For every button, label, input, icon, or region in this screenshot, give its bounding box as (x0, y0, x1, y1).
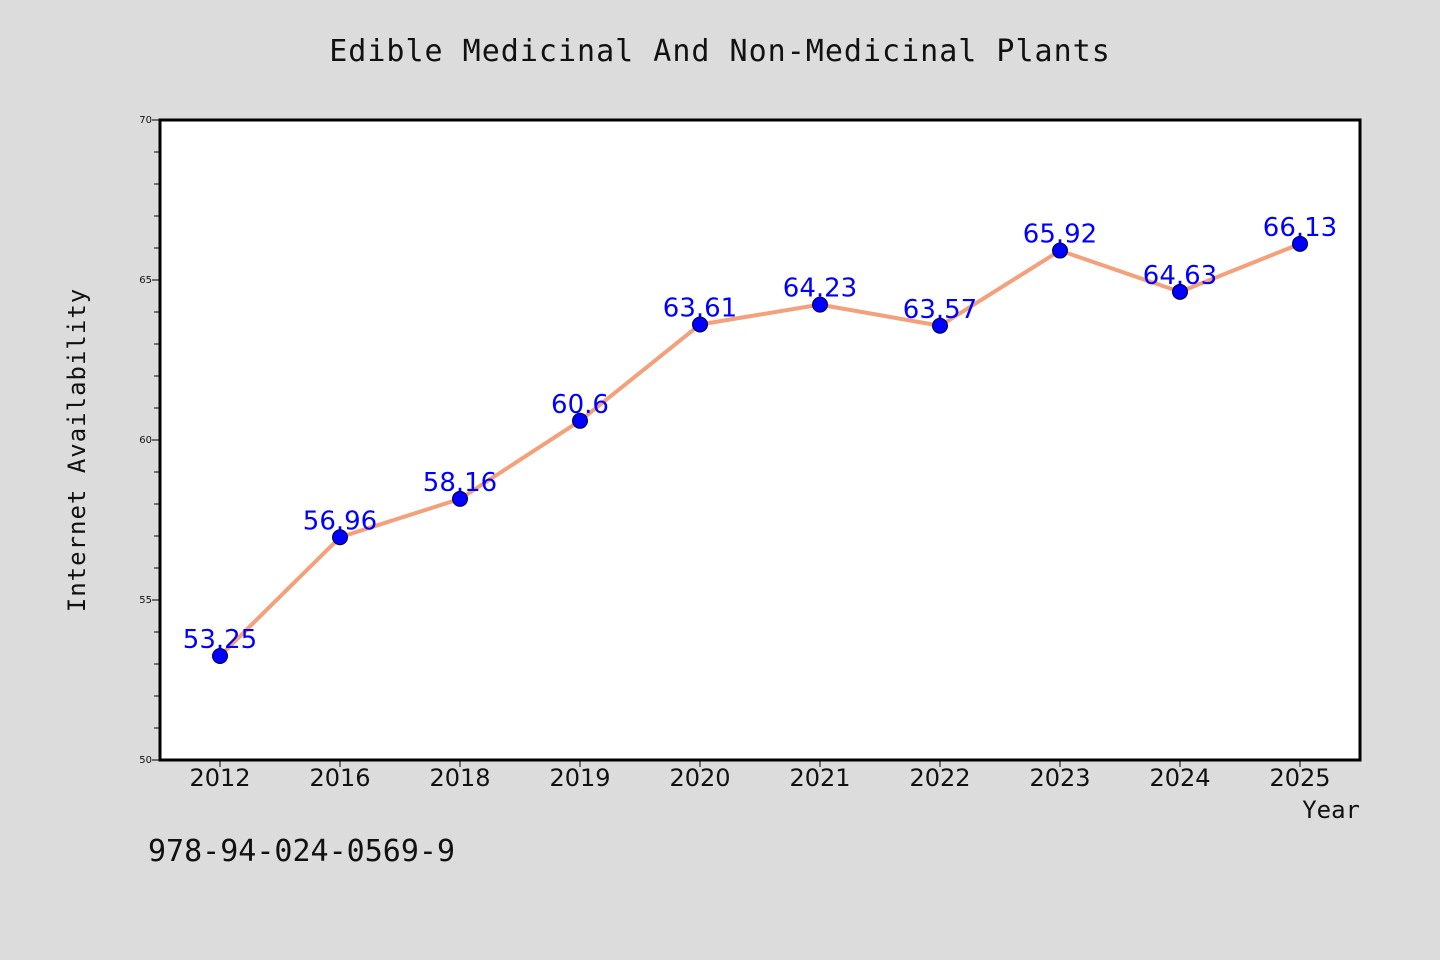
isbn-text: 978-94-024-0569-9 (148, 834, 456, 869)
data-point (932, 317, 948, 334)
x-tick-label: 2020 (669, 764, 730, 792)
x-tick-label: 2024 (1149, 764, 1210, 792)
x-tick-label: 2016 (309, 764, 370, 792)
x-tick-label: 2021 (789, 764, 850, 792)
y-tick-label: 65 (139, 275, 152, 286)
x-tick-label: 2025 (1269, 764, 1330, 792)
data-point (332, 529, 348, 546)
plot-area (158, 118, 1362, 762)
data-point (692, 316, 708, 333)
y-tick-label: 70 (139, 115, 152, 126)
data-point (212, 648, 228, 664)
data-point (1292, 235, 1308, 252)
data-point (572, 412, 588, 429)
x-tick-label: 2018 (429, 764, 490, 792)
y-tick-label: 60 (139, 435, 152, 446)
chart-title: Edible Medicinal And Non-Medicinal Plant… (329, 34, 1111, 69)
series-line (218, 241, 1302, 658)
x-tick-label: 2023 (1029, 764, 1090, 792)
data-point (1172, 283, 1188, 300)
x-tick-label: 2019 (549, 764, 610, 792)
y-axis-label: Internet Availability (63, 287, 91, 613)
data-point (1052, 242, 1068, 259)
x-tick-label: 2012 (189, 764, 250, 792)
y-tick-label: 50 (139, 755, 152, 766)
data-point (452, 490, 468, 507)
y-tick-label: 55 (139, 595, 152, 606)
data-point (812, 296, 828, 313)
x-tick-label: 2022 (909, 764, 970, 792)
x-axis-label: Year (1302, 796, 1360, 824)
